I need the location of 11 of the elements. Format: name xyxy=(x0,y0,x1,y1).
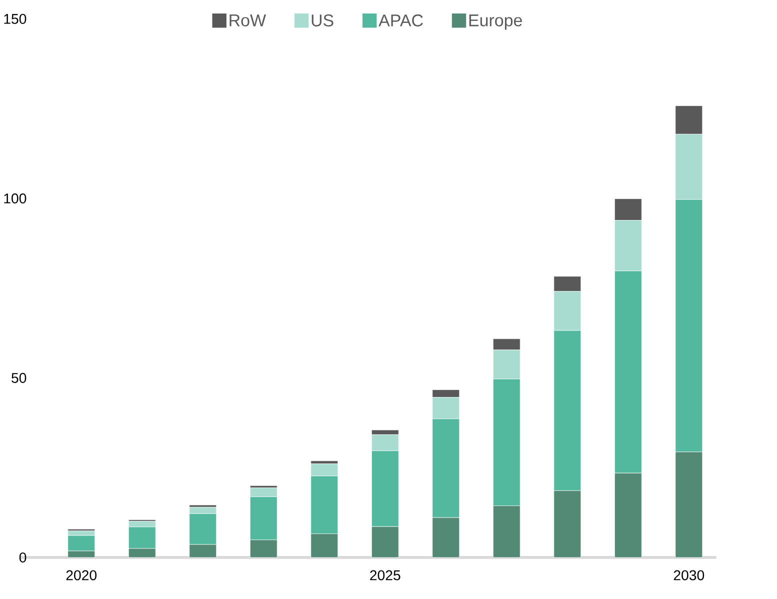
y-tick-label: 100 xyxy=(4,193,26,204)
y-tick-label: 0 xyxy=(19,552,26,562)
x-tick-label: 2030 xyxy=(674,570,704,580)
y-tick-label: 150 xyxy=(4,14,26,24)
x-tick-label: 2025 xyxy=(370,570,400,580)
x-tick-label: 2020 xyxy=(66,570,97,580)
legend-label: APAC xyxy=(378,14,423,26)
legend-label: RoW xyxy=(230,14,266,26)
legend-label: Europe xyxy=(469,14,522,30)
legend-label: US xyxy=(312,14,334,26)
y-tick-label: 50 xyxy=(12,372,26,383)
